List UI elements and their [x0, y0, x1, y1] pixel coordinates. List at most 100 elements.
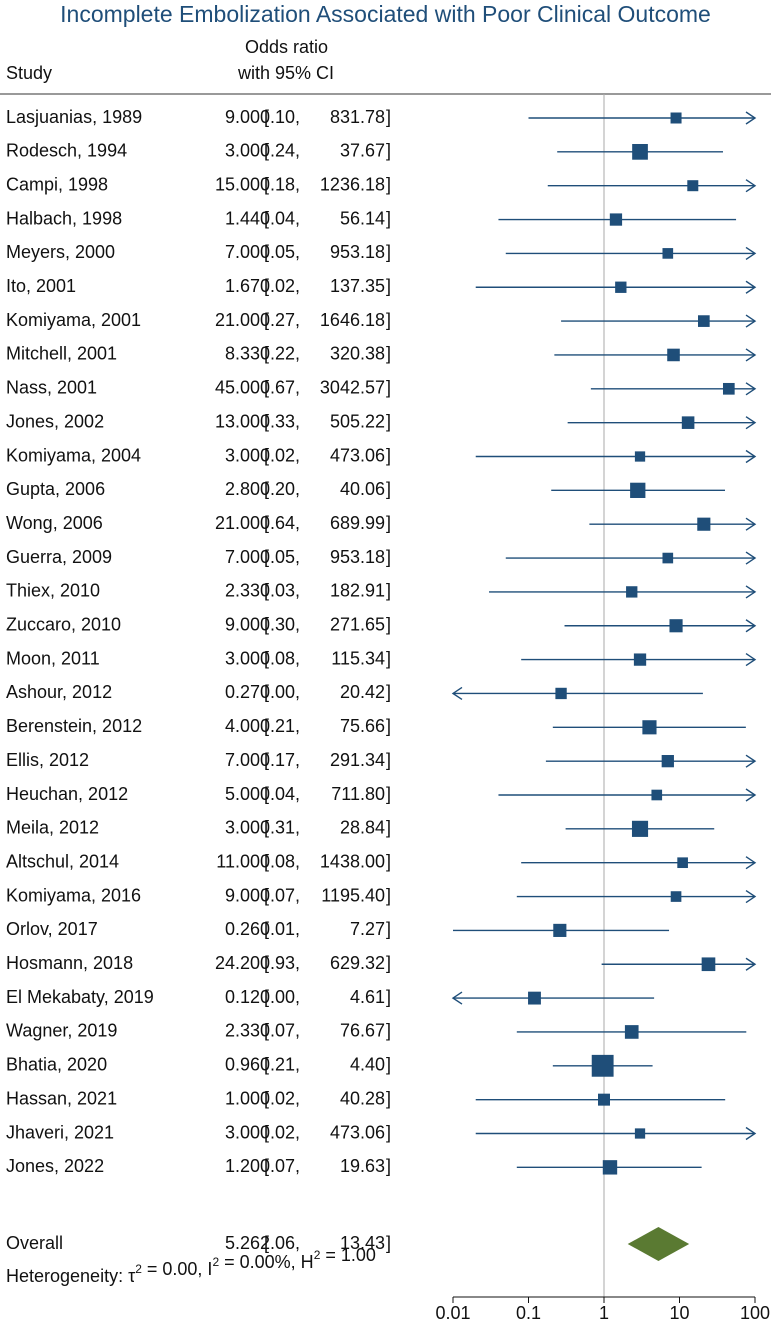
effect-marker — [701, 957, 716, 972]
study-label: Ashour, 2012 — [6, 682, 112, 702]
ci-open-bracket: [ — [264, 851, 269, 871]
ci-lower: 0.00, — [260, 987, 300, 1007]
ci-lower: 0.17, — [260, 750, 300, 770]
ci-close-bracket: ] — [386, 716, 391, 736]
study-row: Hosmann, 2018 24.20 [0.93, 629.32] — [6, 953, 757, 973]
ci-lower: 0.24, — [260, 141, 300, 161]
study-row: Orlov, 2017 0.26 [0.01, 7.27] — [6, 919, 670, 939]
ci-open-bracket: [ — [264, 1156, 269, 1176]
ci-lower: 0.00, — [260, 682, 300, 702]
x-tick-label: 0.1 — [516, 1303, 541, 1323]
ci-arrow-right — [745, 856, 757, 870]
study-row: Rodesch, 1994 3.00 [0.24, 37.67] — [6, 141, 723, 161]
ci-open-bracket: [ — [264, 411, 269, 431]
ci-arrow-right — [745, 416, 757, 430]
ci-open-bracket: [ — [264, 276, 269, 296]
ci-lower: 0.30, — [260, 615, 300, 635]
overall-label: Overall — [6, 1233, 63, 1253]
effect-marker — [677, 857, 688, 869]
overall-ci-close-bracket: ] — [386, 1233, 391, 1253]
study-row: Guerra, 2009 7.00 [0.05, 953.18] — [6, 547, 757, 567]
heterogeneity-superscript: 2 — [135, 1262, 142, 1276]
or-value: 4.00 — [225, 716, 260, 736]
or-value: 0.26 — [225, 919, 260, 939]
ci-arrow-right — [745, 889, 757, 904]
ci-upper: 19.63 — [340, 1156, 385, 1176]
study-label: Meila, 2012 — [6, 818, 99, 838]
ci-open-bracket: [ — [264, 987, 269, 1007]
ci-lower: 0.93, — [260, 953, 300, 973]
study-row: Halbach, 1998 1.44 [0.04, 56.14] — [6, 208, 737, 228]
effect-marker — [670, 891, 682, 902]
ci-close-bracket: ] — [386, 411, 391, 431]
study-row: Thiex, 2010 2.33 [0.03, 182.91] — [6, 581, 757, 601]
ci-lower: 0.08, — [260, 851, 300, 871]
study-row: Wong, 2006 21.00 [0.64, 689.99] — [6, 513, 757, 533]
study-row: Komiyama, 2016 9.00 [0.07, 1195.40] — [6, 885, 757, 905]
x-tick-label: 0.01 — [435, 1303, 470, 1323]
ci-lower: 0.07, — [260, 885, 300, 905]
effect-marker — [667, 348, 680, 362]
ci-open-bracket: [ — [264, 378, 269, 398]
ci-lower: 0.31, — [260, 818, 300, 838]
effect-marker — [634, 1128, 646, 1139]
ci-upper: 1195.40 — [321, 885, 385, 905]
ci-lower: 0.64, — [260, 513, 300, 533]
heterogeneity-superscript: 2 — [212, 1255, 219, 1269]
ci-lower: 0.01, — [260, 919, 300, 939]
study-header: Study — [6, 63, 53, 83]
study-label: Thiex, 2010 — [6, 581, 100, 601]
effect-marker — [598, 1093, 610, 1106]
study-label: Zuccaro, 2010 — [6, 615, 121, 635]
ci-lower: 0.21, — [260, 1055, 300, 1075]
effect-marker — [615, 281, 627, 293]
study-row: Wagner, 2019 2.33 [0.07, 76.67] — [6, 1021, 747, 1041]
study-label: Moon, 2011 — [6, 648, 100, 668]
ci-open-bracket: [ — [264, 344, 269, 364]
study-label: Rodesch, 1994 — [6, 141, 127, 161]
overall-or-value: 5.26 — [225, 1233, 260, 1253]
or-value: 7.00 — [225, 242, 260, 262]
ci-upper: 1236.18 — [320, 174, 385, 194]
effect-marker — [602, 1160, 618, 1175]
ci-upper: 115.34 — [331, 648, 385, 668]
ci-open-bracket: [ — [264, 953, 269, 973]
effect-marker — [669, 619, 683, 633]
ci-close-bracket: ] — [386, 682, 391, 702]
study-row: Hassan, 2021 1.00 [0.02, 40.28] — [6, 1088, 726, 1108]
effect-marker — [631, 820, 649, 837]
ci-open-bracket: [ — [264, 141, 269, 161]
ci-close-bracket: ] — [386, 885, 391, 905]
ci-lower: 0.04, — [260, 208, 300, 228]
or-value: 0.27 — [225, 682, 260, 702]
ci-close-bracket: ] — [386, 851, 391, 871]
ci-upper: 1646.18 — [320, 310, 385, 330]
ci-arrow-right — [745, 788, 757, 802]
ci-lower: 0.02, — [260, 1122, 300, 1142]
ci-upper: 40.06 — [340, 479, 385, 499]
ci-close-bracket: ] — [386, 445, 391, 465]
ci-close-bracket: ] — [386, 547, 391, 567]
or-value: 1.67 — [225, 276, 260, 296]
effect-marker — [670, 112, 682, 124]
ci-close-bracket: ] — [386, 378, 391, 398]
effect-marker — [651, 789, 663, 801]
ci-upper: 711.80 — [331, 784, 385, 804]
or-value: 0.96 — [225, 1055, 260, 1075]
ci-open-bracket: [ — [264, 479, 269, 499]
ci-lower: 0.02, — [260, 1088, 300, 1108]
ci-arrow-right — [745, 585, 757, 599]
study-row: Ito, 2001 1.67 [0.02, 137.35] — [6, 276, 757, 296]
or-value: 5.00 — [225, 784, 260, 804]
ci-upper: 629.32 — [330, 953, 385, 973]
ci-upper: 953.18 — [330, 547, 385, 567]
ci-open-bracket: [ — [264, 174, 269, 194]
ci-upper: 831.78 — [330, 107, 385, 127]
effect-marker — [662, 552, 674, 564]
ci-upper: 689.99 — [330, 513, 385, 533]
study-row: Lasjuanias, 1989 9.00 [0.10, 831.78] — [6, 107, 757, 127]
ci-lower: 0.04, — [260, 784, 300, 804]
ci-upper: 291.34 — [330, 750, 385, 770]
ci-open-bracket: [ — [264, 107, 269, 127]
